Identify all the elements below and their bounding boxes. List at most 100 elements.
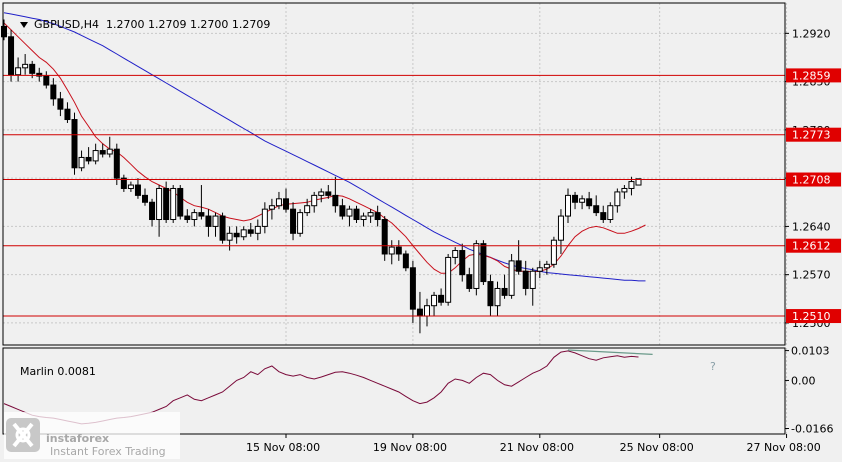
candle-body-bullish <box>92 150 99 162</box>
candle <box>247 222 254 237</box>
candle-body-bearish <box>416 308 423 317</box>
level-label: 1.2708 <box>792 174 831 187</box>
candle <box>607 202 614 223</box>
candle-body-bearish <box>99 150 106 155</box>
candle-body-bullish <box>579 198 586 203</box>
candle <box>565 188 571 223</box>
indicator-pane-border <box>2 347 786 435</box>
candle <box>409 260 416 323</box>
candle <box>367 209 374 223</box>
level-label: 1.2773 <box>792 129 831 142</box>
candle <box>50 78 57 106</box>
candle-body-bullish <box>494 287 501 307</box>
candle <box>283 188 289 213</box>
candle-body-bearish <box>219 215 226 241</box>
candle-body-bearish <box>374 212 381 221</box>
candle-body-bullish <box>621 187 628 193</box>
candle <box>240 226 247 241</box>
candle <box>85 147 92 165</box>
candle-body-bullish <box>156 187 163 221</box>
candle-body-bullish <box>318 191 325 196</box>
candle <box>156 185 163 237</box>
candle <box>339 198 346 220</box>
candle <box>529 267 536 306</box>
candle-body-bullish <box>226 232 233 241</box>
candle <box>261 202 268 234</box>
symbol-title: GBPUSD,H4 1.2700 1.2709 1.2700 1.2709 <box>34 18 271 31</box>
candle <box>572 191 579 210</box>
level-label-box <box>786 309 841 324</box>
candle <box>395 240 402 261</box>
candle <box>113 143 120 186</box>
time-axis: 15 Nov 08:00 19 Nov 08:00 21 Nov 08:00 25 N… <box>246 434 821 454</box>
candle-body-bearish <box>64 108 71 121</box>
candle <box>36 67 43 82</box>
candle-body-bearish <box>283 198 289 210</box>
time-axis-label: 25 Nov 08:00 <box>620 441 694 454</box>
candle-body-bearish <box>522 270 529 289</box>
candle <box>304 198 311 217</box>
candle-body-bullish <box>346 208 353 217</box>
candle-body-bearish <box>438 294 445 303</box>
candle <box>431 291 438 317</box>
candle-body-bullish <box>607 205 614 221</box>
candle <box>353 205 360 223</box>
candle-body-bearish <box>480 243 487 283</box>
candle <box>163 181 170 223</box>
level-label-box <box>786 127 841 142</box>
candle-body-bearish <box>142 194 148 203</box>
candle <box>318 188 325 203</box>
candle <box>600 205 607 223</box>
candle-body-bullish <box>431 294 438 307</box>
level-label: 1.2859 <box>792 69 831 82</box>
time-axis-label: 15 Nov 08:00 <box>246 441 320 454</box>
candle-body-bullish <box>445 256 452 303</box>
candle <box>452 247 459 265</box>
candle-body-bearish <box>184 215 191 221</box>
candle <box>254 219 261 241</box>
candle-body-bullish <box>565 194 571 217</box>
candle <box>233 226 240 244</box>
candle-body-bullish <box>550 239 557 265</box>
candle-body-bearish <box>487 281 494 307</box>
candle-body-bearish <box>515 260 522 272</box>
logo-brand-text: instaforex <box>46 432 109 445</box>
candle-body-bearish <box>29 63 36 74</box>
candle <box>226 226 233 251</box>
candle <box>275 191 282 210</box>
candle-body-bullish <box>127 184 134 189</box>
candle-body-bullish <box>536 267 543 272</box>
candle <box>71 112 78 175</box>
candle-body-bullish <box>635 178 642 186</box>
candle-body-bullish <box>628 181 635 189</box>
candle-body-bearish <box>339 205 346 217</box>
candle <box>360 212 367 227</box>
candle-body-bearish <box>353 208 360 221</box>
candle <box>614 188 621 213</box>
candle <box>487 274 494 317</box>
candle <box>550 236 557 268</box>
candle-body-bearish <box>1 25 7 38</box>
candle <box>381 216 388 261</box>
candle-body-bearish <box>233 232 240 238</box>
candle-body-bullish <box>15 67 22 76</box>
candle-body-bullish <box>304 205 311 214</box>
candle <box>212 212 219 237</box>
candle-body-bearish <box>395 246 402 255</box>
candle-body-bearish <box>459 250 466 276</box>
candle-body-bullish <box>268 205 275 210</box>
dropdown-triangle-icon[interactable] <box>20 21 28 28</box>
candle-body-bullish <box>212 215 219 227</box>
candle-body-bullish <box>614 191 621 207</box>
candle <box>501 274 508 299</box>
candle-body-bearish <box>163 187 170 221</box>
time-axis-label: 21 Nov 08:00 <box>500 441 574 454</box>
candle <box>1 19 7 41</box>
candle <box>621 185 628 199</box>
candle-body-bearish <box>381 219 388 255</box>
candle <box>473 240 480 296</box>
candle-body-bearish <box>402 253 409 269</box>
level-label: 1.2510 <box>792 310 831 323</box>
indicator-header: Marlin 0.0081 <box>6 352 96 391</box>
